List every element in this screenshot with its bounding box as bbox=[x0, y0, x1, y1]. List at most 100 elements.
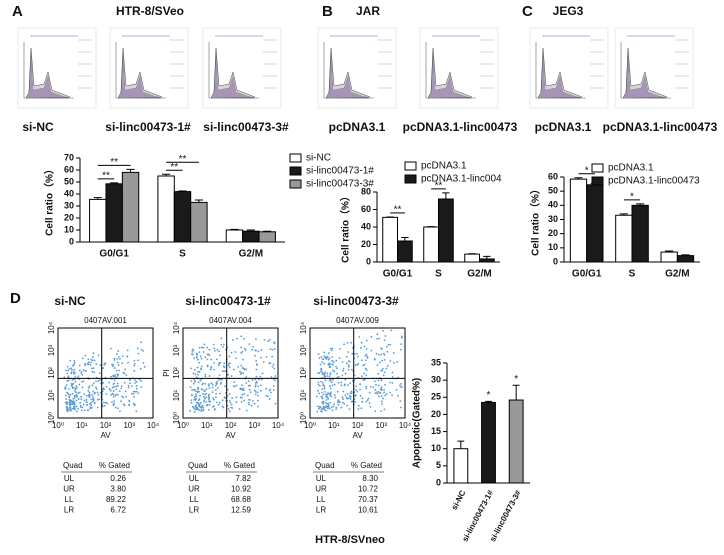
event-dot bbox=[329, 401, 332, 404]
event-dot bbox=[135, 381, 138, 383]
event-dot bbox=[348, 360, 351, 363]
event-dot bbox=[134, 379, 137, 382]
event-dot bbox=[322, 402, 325, 405]
event-dot bbox=[66, 410, 69, 413]
event-dot bbox=[77, 407, 80, 410]
event-dot bbox=[327, 392, 329, 394]
event-dot bbox=[257, 378, 260, 381]
event-dot bbox=[376, 333, 379, 335]
table-cell: 10.92 bbox=[231, 485, 252, 494]
error-bar bbox=[194, 199, 203, 203]
event-dot bbox=[72, 382, 75, 385]
event-dot bbox=[73, 372, 75, 375]
event-dot bbox=[84, 362, 86, 365]
event-dot bbox=[382, 374, 385, 377]
event-dot bbox=[115, 385, 118, 388]
event-dot bbox=[331, 378, 334, 381]
event-dot bbox=[340, 384, 343, 387]
event-dot bbox=[220, 344, 223, 346]
y-tick-label: 10² bbox=[172, 367, 181, 379]
event-dot bbox=[194, 408, 196, 411]
event-dot bbox=[237, 365, 240, 368]
event-dot bbox=[397, 394, 399, 397]
event-dot bbox=[221, 378, 223, 381]
event-dot bbox=[240, 351, 242, 354]
event-dot bbox=[64, 401, 67, 404]
event-dot bbox=[375, 391, 378, 394]
event-dot bbox=[75, 391, 77, 394]
event-dot bbox=[273, 348, 276, 350]
event-dot bbox=[323, 372, 326, 375]
event-dot bbox=[74, 388, 77, 391]
x-tick-label: 10⁰ bbox=[304, 421, 316, 430]
bar bbox=[225, 229, 244, 243]
event-dot bbox=[322, 384, 324, 386]
event-dot bbox=[73, 407, 76, 409]
event-dot bbox=[75, 405, 78, 408]
event-dot bbox=[242, 367, 245, 370]
event-dot bbox=[383, 408, 386, 411]
event-dot bbox=[120, 400, 122, 403]
event-dot bbox=[133, 360, 136, 362]
y-axis-label: Cell ratio（%） bbox=[529, 184, 542, 256]
event-dot bbox=[204, 382, 207, 385]
y-tick-label: 40 bbox=[64, 188, 74, 198]
y-tick-label: 10² bbox=[299, 367, 308, 379]
event-dot bbox=[85, 394, 88, 397]
event-dot bbox=[333, 383, 336, 386]
event-dot bbox=[324, 409, 327, 412]
y-tick-label: 20 bbox=[431, 409, 441, 419]
legend-label: pcDNA3.1-linc004 bbox=[421, 174, 502, 185]
event-dot bbox=[379, 392, 382, 395]
event-dot bbox=[270, 376, 273, 379]
event-dot bbox=[63, 376, 66, 379]
event-dot bbox=[109, 388, 111, 391]
event-dot bbox=[198, 361, 201, 364]
event-dot bbox=[274, 379, 276, 382]
event-dot bbox=[354, 394, 357, 397]
event-dot bbox=[329, 387, 332, 390]
event-dot bbox=[327, 403, 330, 406]
event-dot bbox=[128, 382, 131, 385]
event-dot bbox=[194, 399, 197, 401]
event-dot bbox=[124, 368, 127, 371]
event-dot bbox=[194, 390, 197, 392]
event-dot bbox=[224, 397, 227, 399]
event-dot bbox=[200, 368, 203, 371]
event-dot bbox=[334, 396, 337, 399]
event-dot bbox=[111, 363, 113, 366]
event-dot bbox=[202, 395, 205, 398]
significance-label: * bbox=[514, 374, 518, 385]
event-dot bbox=[338, 400, 341, 403]
event-dot bbox=[337, 403, 340, 406]
table-header: % Gated bbox=[224, 461, 255, 470]
event-dot bbox=[399, 400, 402, 402]
table-header: % Gated bbox=[99, 461, 130, 470]
event-dot bbox=[271, 355, 274, 358]
y-tick-label: 10⁰ bbox=[299, 412, 308, 424]
event-dot bbox=[378, 337, 381, 340]
event-dot bbox=[122, 396, 125, 399]
bar bbox=[453, 448, 469, 484]
event-dot bbox=[399, 384, 401, 387]
event-dot bbox=[320, 356, 323, 359]
bar bbox=[89, 198, 107, 243]
event-dot bbox=[217, 404, 220, 406]
event-dot bbox=[341, 361, 344, 363]
bar bbox=[464, 253, 480, 263]
event-dot bbox=[248, 398, 251, 401]
event-dot bbox=[327, 402, 329, 405]
event-dot bbox=[325, 393, 328, 396]
event-dot bbox=[199, 379, 202, 382]
event-dot bbox=[69, 409, 72, 412]
bar bbox=[121, 171, 140, 243]
y-tick-label: 10² bbox=[47, 367, 56, 379]
plot-subtitle: 0407AV.009 bbox=[336, 316, 379, 325]
bar bbox=[676, 255, 695, 263]
x-tick-label: 10¹ bbox=[201, 421, 213, 430]
event-dot bbox=[192, 372, 195, 375]
legend-label: si-linc00473-1# bbox=[306, 166, 374, 177]
x-tick-label: 10³ bbox=[123, 421, 135, 430]
event-dot bbox=[400, 382, 403, 385]
event-dot bbox=[370, 335, 373, 338]
